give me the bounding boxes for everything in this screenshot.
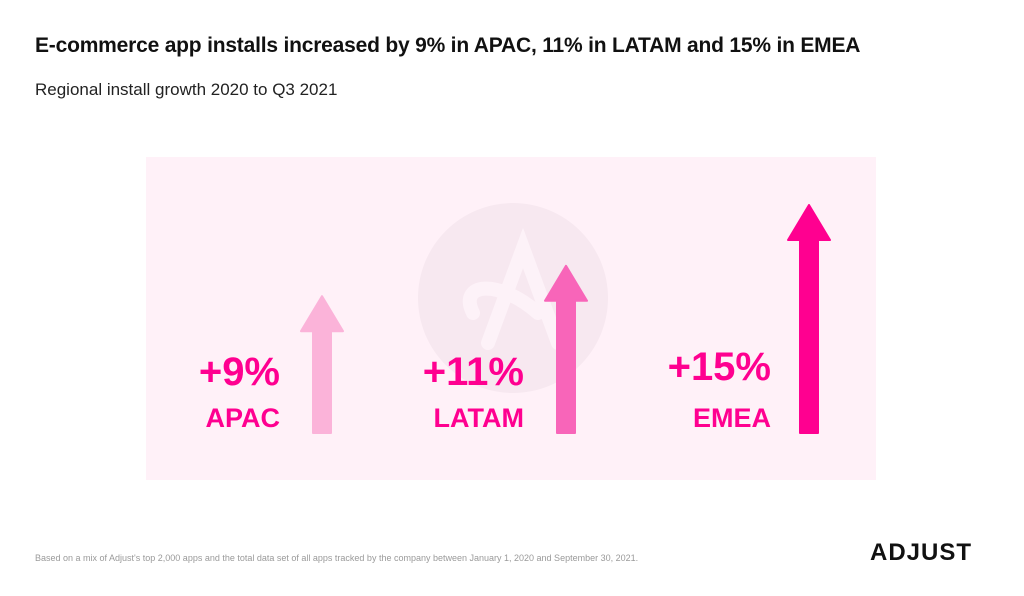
category-label-latam: LATAM — [433, 403, 524, 433]
value-label-apac: +9% — [198, 350, 280, 394]
arrow-apac — [300, 295, 344, 434]
chart-title: E-commerce app installs increased by 9% … — [35, 34, 861, 57]
chart-subtitle: Regional install growth 2020 to Q3 2021 — [35, 80, 338, 99]
arrow-emea — [787, 204, 831, 434]
category-label-emea: EMEA — [692, 403, 771, 433]
value-label-latam: +11% — [422, 350, 524, 394]
value-label-emea: +15% — [667, 345, 771, 389]
footnote: Based on a mix of Adjust's top 2,000 app… — [35, 553, 639, 563]
arrow-latam — [544, 264, 588, 434]
category-label-apac: APAC — [205, 403, 280, 433]
adjust-logo: ADJUST — [870, 539, 973, 566]
